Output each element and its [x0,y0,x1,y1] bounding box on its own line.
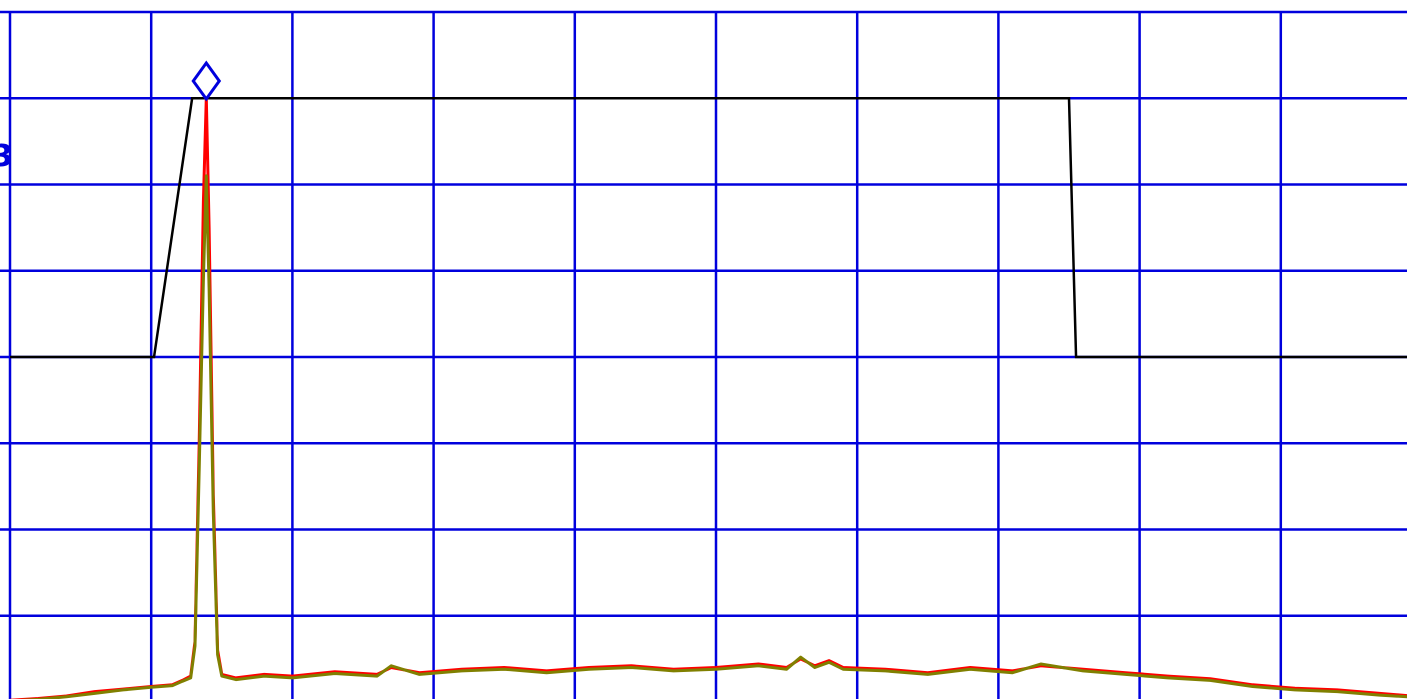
edge-label: 3 [0,139,13,174]
peak-marker-diamond [191,60,222,102]
limit-mask [10,97,1407,359]
peak-marker-layer [191,60,222,102]
series-line-trace_a [9,96,1407,699]
series-line-trace_b [19,174,1407,699]
traces [9,96,1407,699]
limit-mask-line [10,97,1407,359]
